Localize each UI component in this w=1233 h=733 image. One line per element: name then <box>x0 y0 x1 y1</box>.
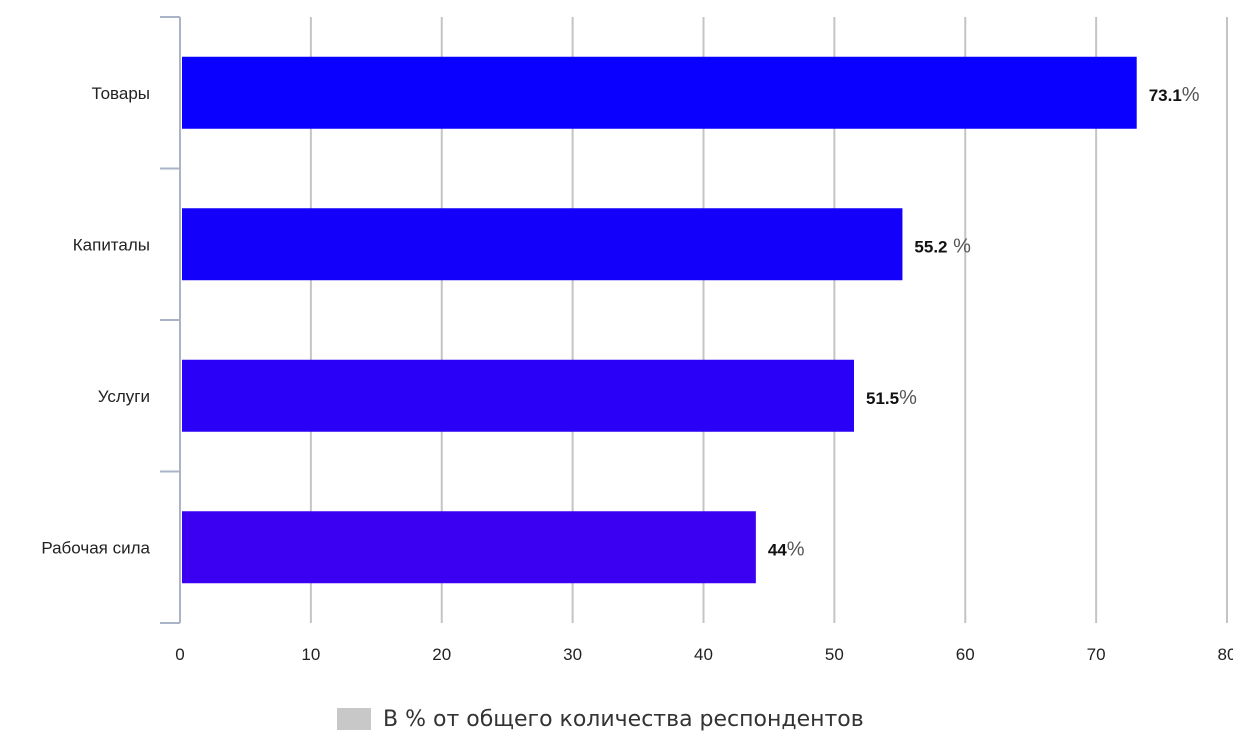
data-label: 73.1% <box>1149 84 1200 106</box>
legend: В % от общего количества респондентов <box>337 706 864 732</box>
bar <box>182 208 903 281</box>
x-tick-label: 0 <box>175 645 184 664</box>
legend-swatch <box>337 708 371 730</box>
x-tick-label: 50 <box>825 645 844 664</box>
x-tick-label: 80 <box>1218 645 1233 664</box>
data-label: 55.2 % <box>914 235 971 257</box>
x-tick-label: 60 <box>956 645 975 664</box>
data-label: 44% <box>768 538 805 560</box>
category-label: Услуги <box>98 387 150 406</box>
category-label: Капиталы <box>73 235 150 254</box>
bar <box>182 511 756 584</box>
category-labels: Товары Капиталы Услуги Рабочая сила <box>41 84 150 558</box>
category-label: Товары <box>92 84 150 103</box>
x-tick-label: 40 <box>694 645 713 664</box>
data-labels: 73.1% 55.2 % 51.5% 44% <box>768 84 1200 561</box>
x-tick-labels: 0 10 20 30 40 50 60 70 80 <box>175 645 1233 664</box>
x-tick-label: 10 <box>301 645 320 664</box>
x-tick-label: 30 <box>563 645 582 664</box>
x-tick-label: 20 <box>432 645 451 664</box>
bar <box>182 359 855 432</box>
bar <box>182 56 1137 129</box>
x-tick-label: 70 <box>1087 645 1106 664</box>
legend-label: В % от общего количества респондентов <box>383 706 864 732</box>
data-label: 51.5% <box>866 387 917 409</box>
y-axis <box>160 16 181 624</box>
bars <box>182 56 1137 584</box>
bar-chart: Товары Капиталы Услуги Рабочая сила 73.1% 55… <box>41 16 1233 664</box>
category-label: Рабочая сила <box>41 538 150 557</box>
